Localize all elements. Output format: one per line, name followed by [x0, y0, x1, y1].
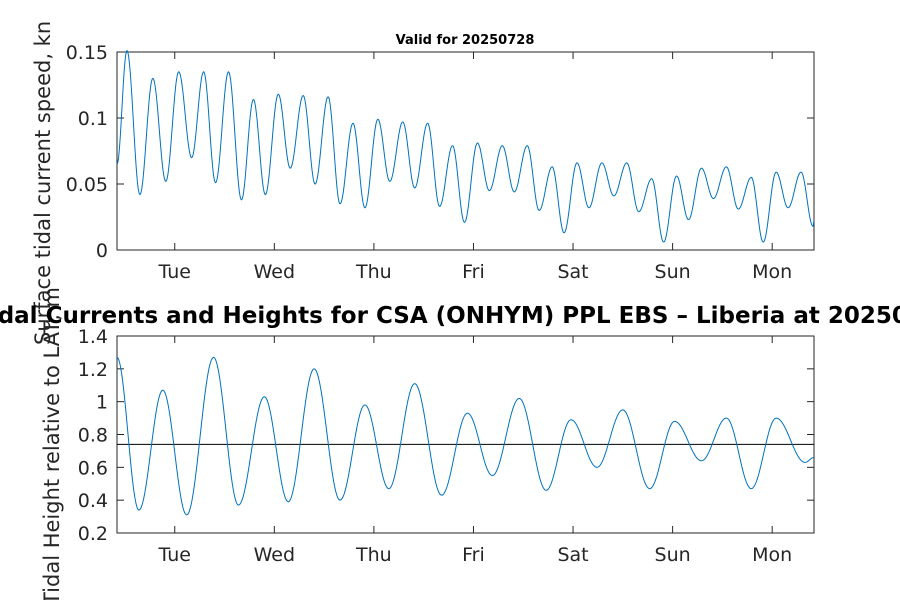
tidal-height-series-line	[116, 356, 815, 516]
current-speed-series-group	[116, 49, 815, 243]
current-speed-plot-frame	[116, 51, 815, 251]
tidal-height-series-group	[116, 356, 815, 516]
valid-date-title: Valid for 20250728	[396, 33, 535, 48]
current-speed-ytick-label: 0.05	[66, 174, 108, 196]
current-speed-series-line	[116, 49, 815, 243]
tidal-height-ytick-label: 0.8	[78, 425, 108, 447]
current-speed-xtick-label: Tue	[158, 261, 191, 283]
tidal-height-ytick-label: 1	[96, 392, 108, 414]
tidal-height-xtick-label: Mon	[752, 544, 792, 566]
current-speed-xtick-label: Wed	[254, 261, 295, 283]
tidal-height-ytick-label: 0.2	[78, 523, 108, 545]
tidal-height-xtick-label: Fri	[462, 544, 485, 566]
tidal-height-ticks: 0.2 0.4 0.6 0.8 1 1.2 1.4 Tue Wed Thu Fri Sat Sun Mon	[78, 326, 814, 566]
current-speed-ytick-label: 0	[96, 240, 108, 262]
tidal-height-xtick-label: Sun	[655, 544, 691, 566]
tidal-height-ytick-label: 1.4	[78, 326, 108, 348]
current-speed-ylabel: Surface tidal current speed, kn	[31, 21, 55, 345]
tidal-height-ytick-label: 1.2	[78, 359, 108, 381]
tidal-height-ylabel: Tidal Height relative to LAT, m	[40, 287, 64, 600]
tidal-height-plot-frame	[116, 335, 815, 534]
current-speed-xtick-label: Sat	[557, 261, 588, 283]
current-speed-ytick-label: 0.15	[66, 42, 108, 64]
tidal-height-axes: 0.2 0.4 0.6 0.8 1 1.2 1.4 Tue Wed Thu Fri Sat Sun Mon…	[40, 287, 815, 600]
tidal-height-xtick-label: Sat	[557, 544, 588, 566]
current-speed-xtick-label: Fri	[462, 261, 485, 283]
current-speed-xtick-label: Sun	[655, 261, 691, 283]
tidal-height-xtick-label: Thu	[355, 544, 392, 566]
current-speed-ticks: 0 0.05 0.1 0.15 Tue Wed Thu Fri Sat Sun Mon	[66, 42, 814, 283]
current-speed-xtick-label: Mon	[752, 261, 792, 283]
main-title: Tidal Currents and Heights for CSA (ONHY…	[0, 303, 900, 329]
tidal-height-ytick-label: 0.4	[78, 490, 108, 512]
current-speed-xtick-label: Thu	[355, 261, 392, 283]
current-speed-ytick-label: 0.1	[78, 108, 108, 130]
tidal-height-ytick-label: 0.6	[78, 457, 108, 479]
tidal-height-xtick-label: Tue	[158, 544, 191, 566]
current-speed-axes: 0 0.05 0.1 0.15 Tue Wed Thu Fri Sat Sun Mon Valid …	[31, 21, 815, 345]
tidal-height-xtick-label: Wed	[254, 544, 295, 566]
